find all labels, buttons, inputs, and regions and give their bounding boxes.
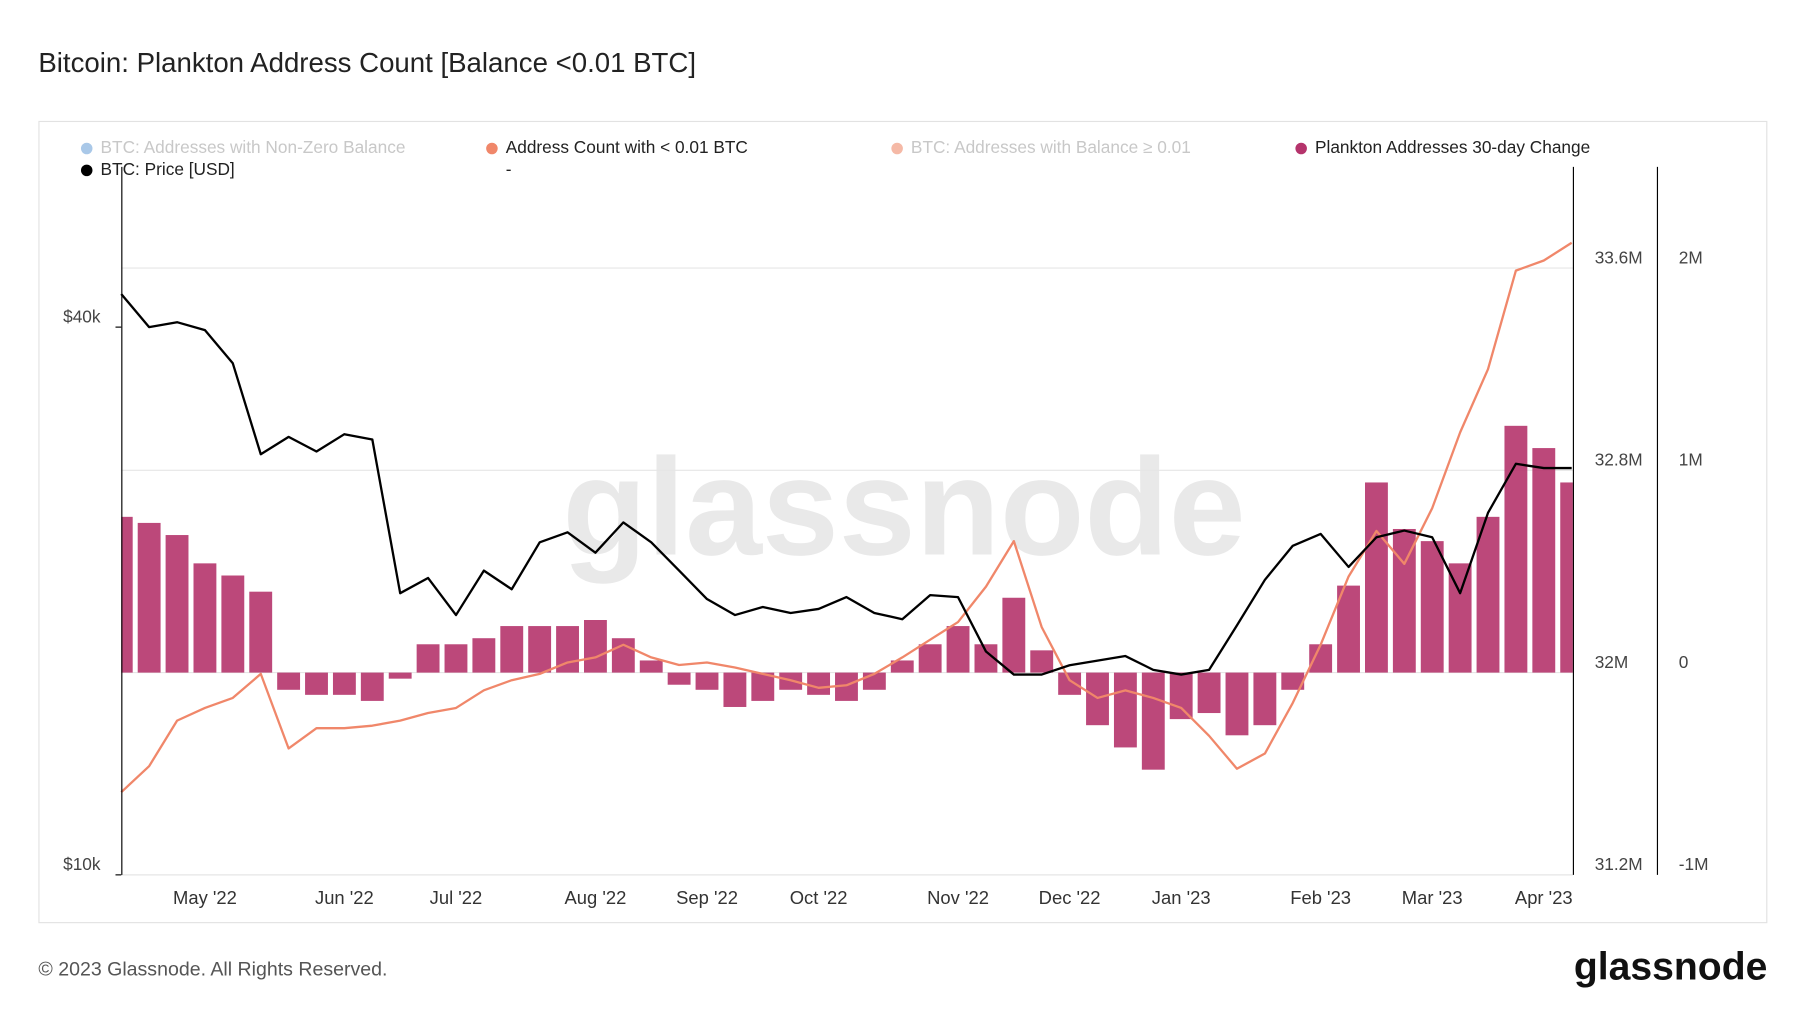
logo: glassnode bbox=[1574, 946, 1768, 989]
bar bbox=[695, 672, 719, 690]
legend-label[interactable]: BTC: Addresses with Non-Zero Balance bbox=[101, 137, 406, 157]
bar bbox=[1309, 644, 1333, 673]
bar bbox=[862, 672, 886, 690]
x-tick-label: Jul '22 bbox=[430, 887, 483, 908]
line bbox=[120, 293, 1572, 676]
legend-label[interactable]: Address Count with < 0.01 BTC bbox=[506, 137, 748, 157]
x-tick-label: May '22 bbox=[173, 887, 237, 908]
x-tick-label: Dec '22 bbox=[1039, 887, 1101, 908]
legend-label[interactable]: Plankton Addresses 30-day Change bbox=[1315, 137, 1590, 157]
bar bbox=[890, 660, 914, 673]
bar bbox=[751, 672, 775, 701]
plot bbox=[120, 241, 1573, 794]
bar bbox=[221, 575, 245, 673]
bar bbox=[1281, 672, 1305, 690]
footer: © 2023 Glassnode. All Rights Reserved. bbox=[38, 959, 387, 981]
bar bbox=[360, 672, 384, 701]
legend: BTC: Addresses with Non-Zero Balance Addr… bbox=[80, 137, 1590, 179]
y2-tick-label: 32M bbox=[1595, 652, 1629, 672]
axes: $10k $40k 31.2M 32M 32.8M 33.6M -1M 0 1M 2M May '2… bbox=[63, 166, 1709, 908]
bar bbox=[1169, 672, 1193, 720]
bar bbox=[723, 672, 747, 707]
bar bbox=[1197, 672, 1221, 714]
legend-marker[interactable] bbox=[80, 164, 93, 177]
x-tick-label: Apr '23 bbox=[1515, 887, 1573, 908]
y2-tick-label: 32.8M bbox=[1595, 450, 1643, 470]
y-tick-label: $10k bbox=[63, 854, 101, 874]
bar bbox=[332, 672, 356, 695]
bar bbox=[305, 672, 328, 695]
bar bbox=[946, 626, 970, 673]
legend-marker[interactable] bbox=[80, 142, 93, 155]
bar bbox=[918, 644, 942, 673]
x-tick-label: Jun '22 bbox=[315, 887, 374, 908]
legend-marker[interactable] bbox=[486, 142, 498, 155]
y3-tick-label: 2M bbox=[1679, 247, 1703, 267]
bar bbox=[416, 644, 440, 673]
bar bbox=[165, 535, 189, 673]
bar bbox=[121, 516, 133, 673]
bar bbox=[388, 672, 412, 679]
bar bbox=[1448, 563, 1472, 673]
bar bbox=[472, 638, 496, 673]
bar bbox=[1392, 528, 1416, 673]
y3-tick-label: 1M bbox=[1679, 450, 1703, 470]
bar bbox=[667, 672, 691, 685]
bar bbox=[137, 522, 161, 673]
legend-label[interactable]: BTC: Price [USD] bbox=[101, 159, 235, 179]
bar bbox=[500, 626, 524, 673]
legend-marker[interactable] bbox=[891, 142, 903, 155]
bar bbox=[193, 563, 217, 673]
x-tick-label: Jan '23 bbox=[1152, 887, 1211, 908]
x-tick-label: Oct '22 bbox=[790, 887, 848, 908]
y3-tick-label: -1M bbox=[1679, 854, 1709, 874]
bar bbox=[444, 644, 468, 673]
x-tick-label: Nov '22 bbox=[927, 887, 989, 908]
bar bbox=[528, 626, 552, 673]
panel-border bbox=[38, 120, 1768, 924]
bar bbox=[1560, 482, 1573, 673]
bar bbox=[1058, 672, 1082, 695]
bar bbox=[583, 620, 607, 673]
x-tick-label: Mar '23 bbox=[1402, 887, 1463, 908]
bar bbox=[1365, 482, 1388, 673]
chart-title: Bitcoin: Plankton Address Count [Balance… bbox=[38, 47, 696, 78]
x-tick-label: Aug '22 bbox=[565, 887, 627, 908]
bar bbox=[807, 672, 831, 695]
bar bbox=[611, 638, 635, 673]
y-tick-label: $40k bbox=[63, 306, 101, 326]
bar bbox=[1476, 516, 1500, 673]
y2-tick-label: 33.6M bbox=[1595, 247, 1643, 267]
bar bbox=[1002, 597, 1026, 673]
bar bbox=[1504, 425, 1528, 673]
y2-tick-label: 31.2M bbox=[1595, 854, 1643, 874]
legend-note: - bbox=[506, 159, 512, 179]
watermark: glassnode bbox=[562, 430, 1245, 584]
bar bbox=[277, 672, 301, 690]
bar bbox=[1253, 672, 1277, 726]
bar bbox=[974, 644, 998, 673]
bar bbox=[835, 672, 858, 701]
bar bbox=[249, 591, 273, 673]
y3-tick-label: 0 bbox=[1679, 652, 1689, 672]
bar bbox=[1141, 672, 1165, 770]
bar bbox=[1113, 672, 1137, 748]
x-tick-label: Sep '22 bbox=[676, 887, 738, 908]
line bbox=[120, 241, 1573, 794]
bar bbox=[1532, 448, 1556, 673]
bar bbox=[1030, 650, 1054, 673]
bar bbox=[1225, 672, 1249, 736]
bar bbox=[639, 660, 663, 673]
x-tick-label: Feb '23 bbox=[1290, 887, 1351, 908]
bar bbox=[1420, 541, 1444, 673]
legend-marker[interactable] bbox=[1295, 142, 1307, 155]
bar bbox=[1337, 585, 1360, 673]
legend-label[interactable]: BTC: Addresses with Balance ≥ 0.01 bbox=[911, 137, 1191, 157]
